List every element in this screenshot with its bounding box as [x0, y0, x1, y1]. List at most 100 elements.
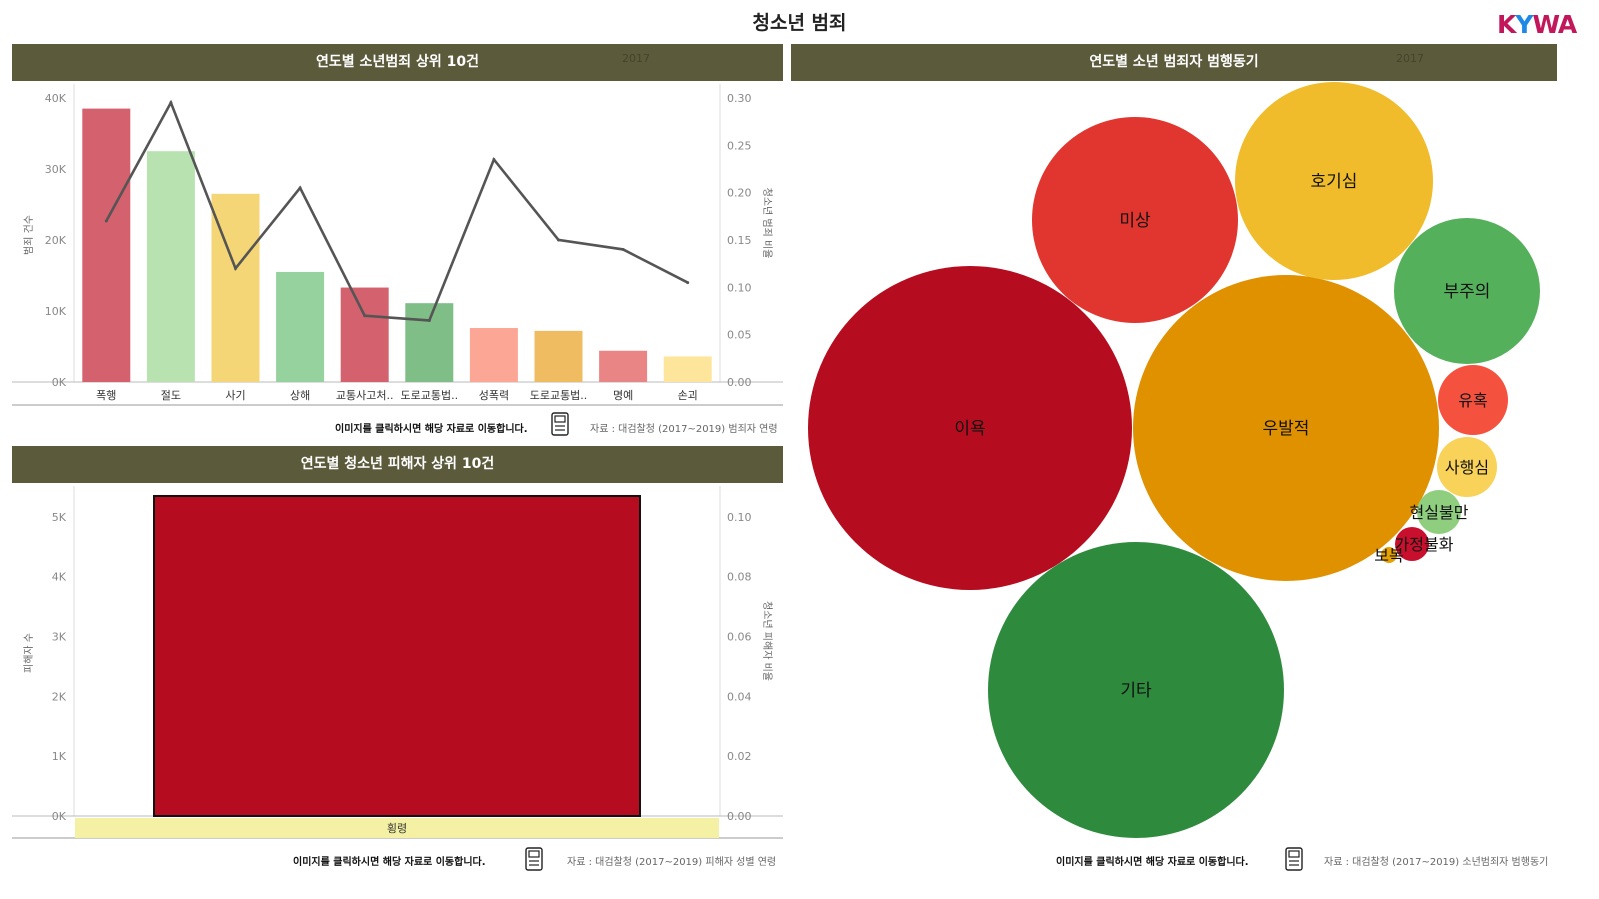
crime-ratio-point-10: [686, 281, 690, 285]
y-tick-label: 10K: [45, 305, 67, 318]
victim-bar-1: [153, 494, 641, 817]
y2-tick-label: 0.15: [727, 234, 752, 247]
bubble-2: [1133, 275, 1439, 581]
crime-bar-4: [276, 271, 325, 382]
motive-source-note: 자료 : 대검찰청 (2017~2019) 소년범죄자 범행동기: [1324, 857, 1549, 868]
y-tick-label: 3K: [52, 631, 67, 644]
bubble-7: [1438, 365, 1508, 435]
bubble-8: [1437, 437, 1497, 497]
y-tick-label: 2K: [52, 690, 67, 703]
y2-tick-label: 0.10: [727, 511, 752, 524]
crime-bar-5: [340, 287, 389, 382]
x-tick-label: 교통사고처..: [336, 389, 394, 402]
crime-bar-7: [469, 328, 518, 382]
y2-tick-label: 0.30: [727, 92, 752, 105]
bubble-1: [808, 266, 1132, 590]
y-tick-label: 20K: [45, 234, 67, 247]
crime-ratio-line: [105, 99, 689, 322]
y2-tick-label: 0.08: [727, 571, 752, 584]
crime-ratio-point-5: [363, 314, 367, 318]
y2-axis-label: 청소년 범죄 비율: [761, 188, 773, 259]
x-category-band: [75, 818, 719, 838]
y-axis-label: 피해자 수: [22, 633, 35, 673]
bubble-label: 우발적: [1263, 419, 1310, 439]
x-tick-label: 성폭력: [479, 389, 509, 402]
y-tick-label: 40K: [45, 92, 67, 105]
crime-year-watermark: 2017: [622, 52, 650, 65]
bubble-label: 현실불만: [1410, 503, 1469, 522]
bubble-4: [1032, 117, 1238, 323]
x-tick-label: 도로교통법..: [401, 389, 459, 402]
y-tick-label: 0K: [52, 376, 67, 389]
crime-ratio-point-4: [298, 186, 302, 190]
y2-tick-label: 0.02: [727, 750, 752, 763]
page-title: 청소년 범죄: [752, 12, 847, 34]
y-tick-label: 0K: [52, 810, 67, 823]
x-tick-label: 폭행: [96, 389, 116, 402]
bubble-5: [1235, 82, 1433, 280]
motive-click-note[interactable]: 이미지를 클릭하시면 해당 자료로 이동합니다.: [1056, 857, 1249, 868]
x-tick-label: 절도: [161, 389, 181, 402]
bubble-label: 기타: [1120, 681, 1152, 701]
victim-bar-chart[interactable]: 0K 1K 2K 3K 4K 5K 0.00 0.02 0.04 0.06 0.08 0.10 피해자 …: [12, 484, 783, 840]
y2-tick-label: 0.05: [727, 329, 752, 342]
y-tick-label: 30K: [45, 163, 67, 176]
crime-click-note[interactable]: 이미지를 클릭하시면 해당 자료로 이동합니다.: [335, 424, 528, 435]
document-icon[interactable]: [551, 412, 569, 436]
crime-panel-header: 연도별 소년범죄 상위 10건 2017: [12, 44, 783, 81]
bubble-11: [1381, 547, 1397, 563]
bubble-label: 미상: [1119, 211, 1151, 231]
bubble-label: 호기심: [1311, 172, 1358, 192]
y-tick-label: 5K: [52, 511, 67, 524]
crime-bar-6: [405, 303, 454, 382]
crime-ratio-point-8: [557, 238, 560, 242]
crime-ratio-point-3: [234, 266, 237, 270]
y-tick-label: 4K: [52, 571, 67, 584]
crime-source-note: 자료 : 대검찰청 (2017~2019) 범죄자 연령: [590, 424, 778, 435]
crime-panel-title: 연도별 소년범죄 상위 10건: [316, 54, 479, 70]
crime-ratio-point-1: [104, 219, 108, 223]
crime-ratio-point-9: [621, 247, 625, 251]
y2-tick-label: 0.06: [727, 631, 752, 644]
motive-panel-title: 연도별 소년 범죄자 범행동기: [1089, 54, 1259, 70]
victim-panel-title: 연도별 청소년 피해자 상위 10건: [300, 456, 495, 472]
y2-tick-label: 0.00: [727, 810, 752, 823]
x-tick-label: 횡령: [387, 822, 407, 835]
crime-ratio-point-7: [492, 157, 496, 161]
victim-panel-header: 연도별 청소년 피해자 상위 10건: [12, 446, 783, 483]
motive-year-watermark: 2017: [1396, 52, 1424, 65]
kywa-logo[interactable]: KYWA: [1497, 10, 1577, 39]
y2-tick-label: 0.25: [727, 139, 752, 152]
bubble-9: [1417, 490, 1461, 534]
bubble-10: [1395, 527, 1429, 561]
bubble-label: 이욕: [954, 419, 985, 439]
y-tick-label: 1K: [52, 750, 67, 763]
motive-panel-header: 연도별 소년 범죄자 범행동기 2017: [791, 44, 1557, 81]
document-icon[interactable]: [525, 847, 543, 871]
x-tick-label: 명예: [613, 389, 633, 402]
crime-bar-1: [82, 108, 131, 382]
y2-tick-label: 0.04: [727, 690, 752, 703]
x-tick-label: 상해: [290, 388, 310, 402]
y-axis-label: 범죄 건수: [23, 215, 35, 255]
crime-bar-8: [534, 330, 583, 382]
crime-bar-line-chart[interactable]: 0K 10K 20K 30K 40K 0.00 0.05 0.10 0.15 0.20 0.25 0.…: [12, 82, 783, 408]
bubble-6: [1394, 218, 1540, 364]
y2-tick-label: 0.10: [727, 281, 752, 294]
crime-ratio-point-6: [427, 318, 431, 322]
y2-tick-label: 0.00: [727, 376, 752, 389]
crime-ratio-point-2: [169, 101, 173, 105]
bubble-label: 사행심: [1445, 458, 1489, 477]
y2-axis-label: 청소년 피해자 비율: [761, 601, 774, 681]
document-icon[interactable]: [1285, 847, 1303, 871]
bubble-label: 가정불화: [1395, 535, 1454, 554]
victim-click-note[interactable]: 이미지를 클릭하시면 해당 자료로 이동합니다.: [293, 857, 486, 868]
crime-bar-10: [663, 356, 712, 382]
x-tick-label: 사기: [225, 389, 245, 402]
bubble-label: 보복: [1374, 546, 1403, 565]
bubble-label: 유혹: [1458, 391, 1487, 410]
x-tick-label: 손괴: [678, 389, 698, 402]
y2-tick-label: 0.20: [727, 187, 752, 200]
crime-bar-9: [599, 350, 648, 382]
